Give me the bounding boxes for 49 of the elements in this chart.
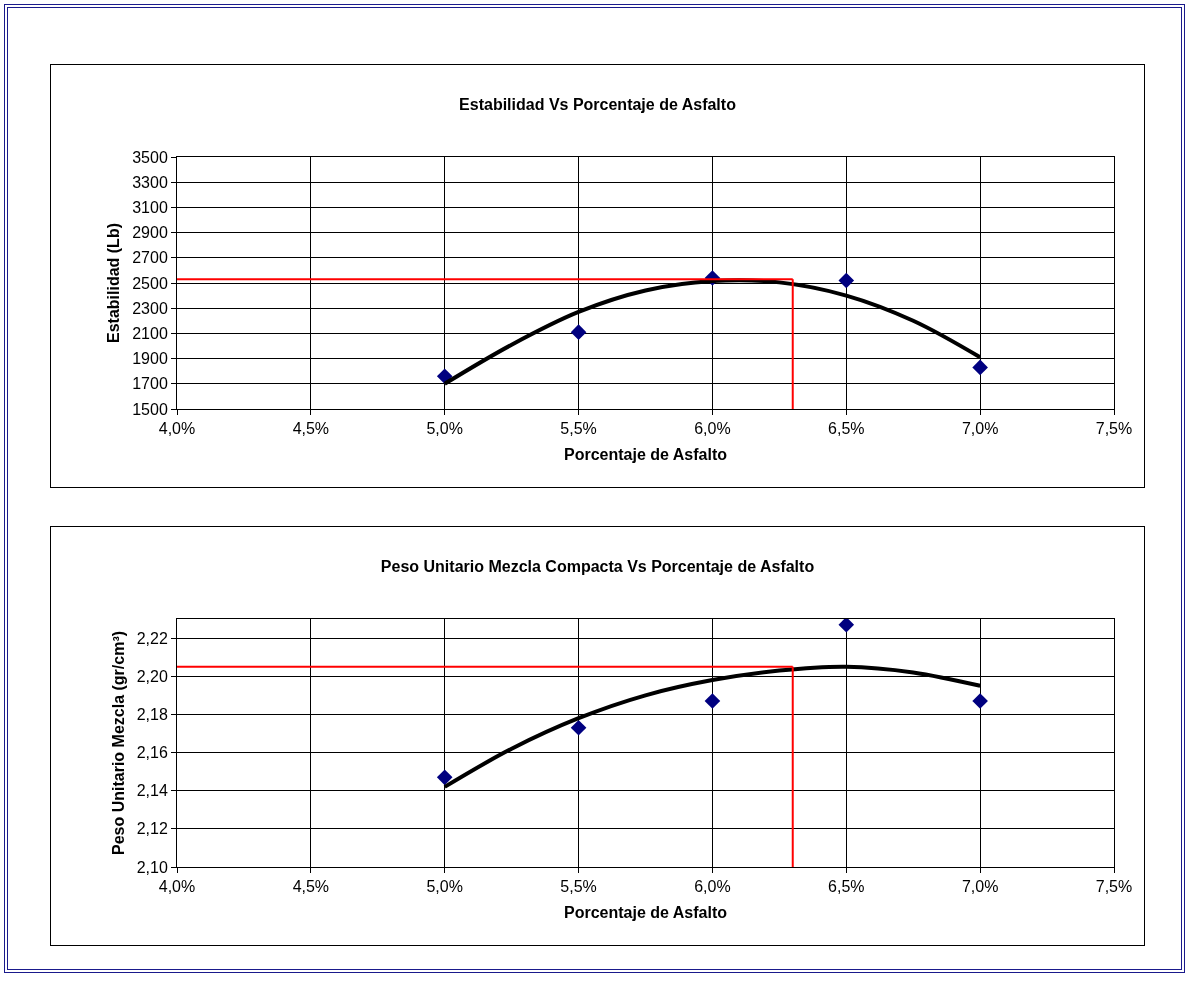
y-tick-label: 1700	[132, 375, 168, 393]
point	[972, 693, 988, 709]
x-tick-label: 4,0%	[158, 420, 196, 438]
y-tick-label: 1500	[132, 400, 168, 418]
point	[972, 359, 988, 376]
y-axis-title: Estabilidad (Lb)	[105, 223, 123, 343]
point	[838, 619, 855, 633]
y-tick-label: 2,12	[136, 820, 168, 838]
point	[704, 693, 721, 709]
x-tick-label: 5,0%	[426, 420, 463, 438]
chart-title: Peso Unitario Mezcla Compacta Vs Porcentaje de Asfalto	[380, 558, 815, 576]
x-tick-label: 6,5%	[828, 878, 865, 896]
point	[436, 769, 453, 786]
y-tick-label: 2900	[132, 224, 168, 242]
x-tick-label: 6,0%	[694, 878, 731, 896]
y-tick-label: 2,20	[136, 667, 168, 685]
x-tick-label: 5,5%	[560, 878, 597, 896]
y-tick-label: 2500	[132, 274, 168, 292]
x-tick-label: 4,0%	[158, 878, 196, 896]
y-tick-label: 3100	[132, 199, 168, 216]
x-tick-label: 6,5%	[828, 420, 865, 438]
y-tick-label: 2,10	[136, 858, 168, 876]
x-tick-label: 7,0%	[961, 420, 999, 438]
point	[838, 272, 855, 289]
x-tick-label: 4,5%	[292, 878, 330, 896]
y-tick-label: 2,18	[136, 705, 168, 723]
y-tick-label: 2700	[132, 249, 168, 267]
point	[436, 368, 453, 385]
x-tick-label: 4,5%	[292, 420, 330, 438]
y-tick-label: 2,14	[136, 782, 168, 800]
y-tick-label: 2300	[132, 299, 168, 317]
y-tick-label: 2,16	[136, 744, 168, 762]
point	[570, 324, 587, 340]
x-tick-label: 7,0%	[961, 878, 999, 896]
y-tick-label: 3300	[132, 173, 168, 191]
x-tick-label: 6,0%	[694, 420, 731, 438]
x-tick-label: 7,5%	[1095, 878, 1133, 896]
y-tick-label: 1900	[132, 350, 168, 368]
point	[570, 719, 587, 736]
y-axis-title: Peso Unitario Mezcla (gr/cm³)	[109, 630, 127, 856]
x-tick-label: 5,0%	[426, 878, 463, 896]
x-tick-label: 7,5%	[1095, 420, 1133, 438]
x-axis-title: Porcentaje de Asfalto	[563, 445, 728, 463]
y-tick-label: 2,22	[136, 629, 168, 647]
x-tick-label: 5,5%	[560, 420, 597, 438]
chart-title: Estabilidad Vs Porcentaje de Asfalto	[459, 96, 737, 114]
y-tick-label: 3500	[132, 148, 168, 166]
y-tick-label: 2100	[132, 325, 168, 342]
x-axis-title: Porcentaje de Asfalto	[563, 903, 728, 921]
